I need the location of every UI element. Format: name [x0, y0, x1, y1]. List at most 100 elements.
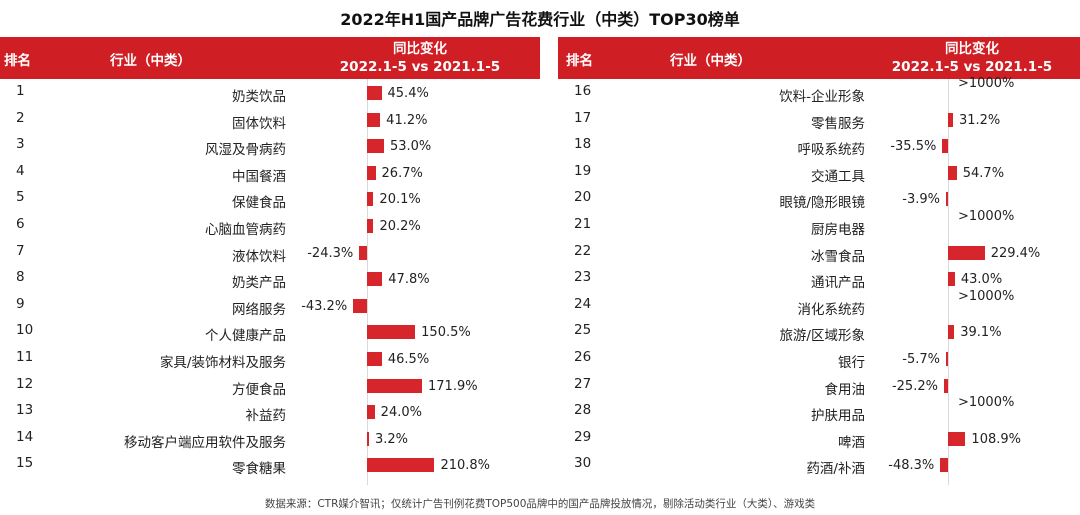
industry-name: 固体饮料	[232, 115, 286, 132]
change-header-line1: 同比变化	[945, 41, 999, 57]
change-value-label: 46.5%	[387, 352, 430, 367]
table-row: 2 固体饮料 41.2%	[0, 106, 540, 133]
industry-name: 旅游/区域形象	[779, 328, 865, 345]
change-value-label: 54.7%	[962, 165, 1005, 181]
industry-name: 护肤用品	[811, 408, 865, 425]
change-header-line1: 同比变化	[393, 41, 447, 57]
rank-number: 21	[574, 216, 592, 232]
industry-name: 风湿及骨病药	[205, 142, 286, 159]
table-row: 29 啤酒 108.9%	[558, 425, 1080, 452]
industry-name: 药酒/补酒	[806, 461, 865, 478]
left-table: 排名 行业（中类） 同比变化 2022.1-5 vs 2021.1-5 1 奶类饮…	[0, 37, 540, 485]
change-value-label: 171.9%	[428, 378, 478, 394]
change-value-label: 39.1%	[960, 325, 1002, 341]
rank-header: 排名	[566, 53, 593, 69]
industry-name: 移动客户端应用软件及服务	[124, 434, 286, 451]
change-bar	[367, 378, 422, 393]
rank-number: 7	[16, 242, 25, 259]
change-value-label: -24.3%	[307, 245, 354, 261]
table-row: 10 个人健康产品 150.5%	[0, 318, 540, 345]
change-bar	[367, 192, 374, 207]
industry-name: 保健食品	[232, 195, 286, 212]
table-row: 21 厨房电器 >1000%	[558, 209, 1080, 239]
industry-name: 冰雪食品	[811, 248, 865, 265]
change-bar	[367, 165, 376, 180]
rank-number: 18	[574, 136, 592, 153]
change-value-label: >1000%	[958, 76, 1015, 91]
change-bar	[367, 405, 375, 420]
change-value-label: -48.3%	[888, 458, 935, 474]
right-rows: 16 饮料-企业形象 >1000% 17 零售服务 31.2% 18 呼吸系统药 -35.5% 1…	[558, 76, 1080, 485]
change-bar	[946, 192, 948, 207]
industry-name: 啤酒	[838, 434, 865, 451]
change-value-label: 47.8%	[388, 272, 430, 288]
rank-number: 23	[574, 269, 592, 286]
change-value-label: 20.2%	[379, 219, 421, 234]
change-value-label: 26.7%	[381, 165, 423, 181]
industry-name: 呼吸系统药	[797, 142, 866, 159]
industry-name: 交通工具	[811, 168, 865, 185]
left-rows: 1 奶类饮品 45.4% 2 固体饮料 41.2% 3 风湿及骨病药 53.0% 4 中国餐酒 26.…	[0, 79, 540, 485]
table-row: 7 液体饮料 -24.3%	[0, 239, 540, 266]
change-bar	[940, 458, 948, 473]
rank-number: 10	[16, 322, 34, 339]
industry-name: 零食糖果	[232, 461, 286, 478]
rank-number: 29	[574, 428, 592, 445]
change-bar	[948, 165, 957, 180]
industry-name: 银行	[838, 355, 865, 371]
table-row: 26 银行 -5.7%	[558, 345, 1080, 372]
table-row: 11 家具/装饰材料及服务 46.5%	[0, 345, 540, 372]
table-row: 23 通讯产品 43.0%	[558, 265, 1080, 292]
change-value-label: 3.2%	[375, 431, 409, 447]
rank-number: 11	[16, 349, 34, 365]
industry-name: 补益药	[245, 408, 287, 425]
change-bar	[948, 325, 955, 340]
change-value-label: 43.0%	[960, 272, 1003, 288]
table-row: 9 网络服务 -43.2%	[0, 292, 540, 319]
right-header: 排名 行业（中类） 同比变化 2022.1-5 vs 2021.1-5	[558, 37, 1080, 79]
change-value-label: 41.2%	[386, 112, 428, 128]
industry-name: 网络服务	[232, 301, 286, 318]
left-header: 排名 行业（中类） 同比变化 2022.1-5 vs 2021.1-5	[0, 37, 540, 79]
change-value-label: 53.0%	[389, 139, 432, 155]
table-row: 6 心脑血管病药 20.2%	[0, 212, 540, 239]
rank-number: 16	[574, 83, 592, 99]
change-value-label: 24.0%	[380, 405, 422, 421]
table-row: 25 旅游/区域形象 39.1%	[558, 318, 1080, 345]
rank-number: 6	[16, 216, 25, 232]
industry-name: 液体饮料	[232, 248, 286, 265]
change-value-label: 31.2%	[958, 112, 1001, 128]
rank-number: 2	[16, 109, 25, 126]
change-header: 同比变化 2022.1-5 vs 2021.1-5	[330, 40, 510, 76]
table-row: 14 移动客户端应用软件及服务 3.2%	[0, 425, 540, 452]
industry-name: 心脑血管病药	[205, 222, 286, 238]
change-bar	[367, 325, 416, 340]
change-bar	[367, 272, 383, 287]
change-value-label: -3.9%	[902, 192, 940, 208]
change-value-label: -5.7%	[902, 352, 940, 367]
change-bar	[948, 245, 985, 260]
rank-number: 13	[16, 402, 34, 419]
rank-number: 20	[574, 189, 592, 206]
change-value-label: 108.9%	[971, 431, 1021, 447]
rank-number: 25	[574, 322, 592, 339]
rank-header: 排名	[4, 53, 31, 69]
table-row: 8 奶类产品 47.8%	[0, 265, 540, 292]
rank-number: 26	[574, 349, 592, 365]
industry-name: 奶类饮品	[232, 89, 286, 105]
change-bar	[367, 352, 382, 366]
change-bar	[943, 378, 948, 393]
change-value-label: 45.4%	[387, 86, 429, 101]
industry-name: 饮料-企业形象	[779, 89, 865, 105]
industry-header: 行业（中类）	[110, 53, 191, 69]
change-bar	[367, 86, 382, 100]
change-bar	[367, 219, 374, 233]
change-bar	[367, 112, 381, 127]
rank-number: 3	[16, 136, 25, 153]
rank-number: 24	[574, 295, 592, 312]
change-bar	[367, 139, 384, 154]
data-source-note: 数据来源：CTR媒介智讯；仅统计广告刊例花费TOP500品牌中的国产品牌投放情况…	[264, 498, 816, 510]
table-row: 5 保健食品 20.1%	[0, 185, 540, 212]
change-value-label: 210.8%	[440, 458, 491, 474]
change-value-label: 150.5%	[421, 325, 471, 341]
